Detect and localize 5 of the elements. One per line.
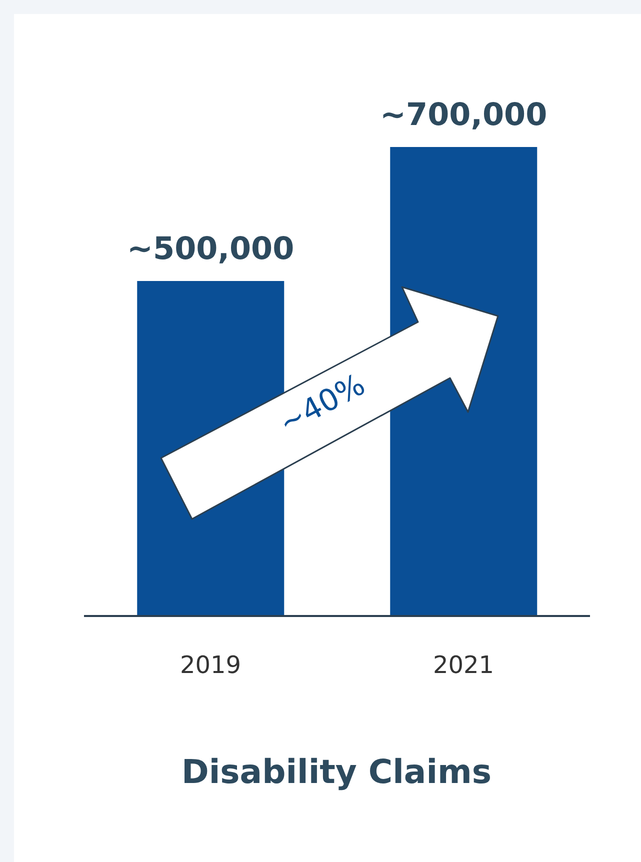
x-tick-label: 2021 bbox=[432, 651, 494, 680]
data-label: ~500,000 bbox=[127, 231, 294, 267]
data-label: ~700,000 bbox=[380, 97, 548, 133]
x-tick-label: 2019 bbox=[180, 651, 242, 680]
x-axis-title: Disability Claims bbox=[180, 752, 493, 791]
